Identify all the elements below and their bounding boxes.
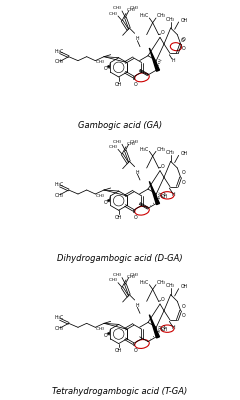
Text: H$_3$C: H$_3$C bbox=[139, 278, 149, 287]
Text: CH$_3$: CH$_3$ bbox=[126, 274, 136, 281]
Text: CH$_3$: CH$_3$ bbox=[126, 7, 136, 14]
Text: O: O bbox=[133, 82, 137, 86]
Text: CH$_3$: CH$_3$ bbox=[54, 324, 65, 333]
Text: CH$_3$: CH$_3$ bbox=[165, 148, 176, 157]
Text: O: O bbox=[104, 66, 107, 71]
Text: O: O bbox=[182, 37, 185, 42]
Text: OH: OH bbox=[181, 18, 188, 22]
Text: OH: OH bbox=[115, 82, 122, 86]
Text: H$_3$C: H$_3$C bbox=[54, 47, 65, 56]
Text: OH: OH bbox=[115, 348, 122, 353]
Polygon shape bbox=[149, 48, 160, 71]
Text: CH$_3$: CH$_3$ bbox=[129, 5, 139, 12]
Text: CH$_3$: CH$_3$ bbox=[126, 140, 136, 148]
Text: O: O bbox=[133, 348, 137, 353]
Text: CH$_3$: CH$_3$ bbox=[108, 10, 118, 18]
Text: OH: OH bbox=[161, 327, 168, 332]
Text: OH: OH bbox=[181, 284, 188, 289]
Text: H: H bbox=[136, 36, 139, 41]
Text: CH$_3$: CH$_3$ bbox=[156, 145, 167, 154]
Text: O: O bbox=[181, 38, 184, 42]
Text: CH$_3$: CH$_3$ bbox=[156, 278, 167, 287]
Text: CH$_3$: CH$_3$ bbox=[129, 138, 139, 146]
Text: H: H bbox=[172, 325, 175, 330]
Text: H: H bbox=[172, 192, 175, 196]
Text: OH: OH bbox=[161, 194, 168, 198]
Text: H$_3$C: H$_3$C bbox=[139, 145, 149, 154]
Text: CH$_3$: CH$_3$ bbox=[54, 58, 65, 66]
Text: H: H bbox=[172, 58, 175, 63]
Text: O: O bbox=[104, 200, 107, 204]
Text: O: O bbox=[133, 215, 137, 220]
Text: Dihydrogambogic acid (D-GA): Dihydrogambogic acid (D-GA) bbox=[57, 254, 183, 263]
Text: CH$_3$: CH$_3$ bbox=[95, 59, 105, 66]
Text: O: O bbox=[104, 333, 107, 338]
Text: O: O bbox=[161, 164, 164, 168]
Text: CH$_3$: CH$_3$ bbox=[165, 282, 176, 290]
Text: H$_3$C: H$_3$C bbox=[139, 12, 149, 20]
Text: O: O bbox=[182, 304, 185, 308]
Text: O: O bbox=[182, 313, 185, 318]
Text: CH$_3$: CH$_3$ bbox=[165, 15, 176, 24]
Text: Tetrahydrogambogic acid (T-GA): Tetrahydrogambogic acid (T-GA) bbox=[52, 388, 188, 396]
Text: O: O bbox=[161, 30, 164, 35]
Polygon shape bbox=[149, 315, 160, 338]
Text: CH$_3$: CH$_3$ bbox=[95, 326, 105, 333]
Text: CH$_3$: CH$_3$ bbox=[95, 192, 105, 200]
Text: O: O bbox=[182, 46, 185, 51]
Text: H$_3$C: H$_3$C bbox=[54, 314, 65, 322]
Polygon shape bbox=[149, 181, 160, 204]
Text: H$_3$C: H$_3$C bbox=[54, 180, 65, 189]
Text: OH: OH bbox=[181, 151, 188, 156]
Text: OH: OH bbox=[115, 215, 122, 220]
Text: O: O bbox=[182, 180, 185, 184]
Text: CH$_3$: CH$_3$ bbox=[112, 138, 122, 146]
Text: CH$_3$: CH$_3$ bbox=[112, 272, 122, 279]
Text: CH$_3$: CH$_3$ bbox=[108, 144, 118, 151]
Text: CH$_3$: CH$_3$ bbox=[129, 272, 139, 279]
Text: CH$_3$: CH$_3$ bbox=[54, 191, 65, 200]
Text: O: O bbox=[182, 170, 185, 175]
Text: H: H bbox=[136, 303, 139, 308]
Text: O: O bbox=[161, 297, 164, 302]
Text: CH$_3$: CH$_3$ bbox=[112, 5, 122, 12]
Text: CH$_3$: CH$_3$ bbox=[156, 12, 167, 20]
Text: Gambogic acid (GA): Gambogic acid (GA) bbox=[78, 121, 162, 130]
Text: H: H bbox=[136, 170, 139, 174]
Text: CH$_3$: CH$_3$ bbox=[108, 277, 118, 284]
